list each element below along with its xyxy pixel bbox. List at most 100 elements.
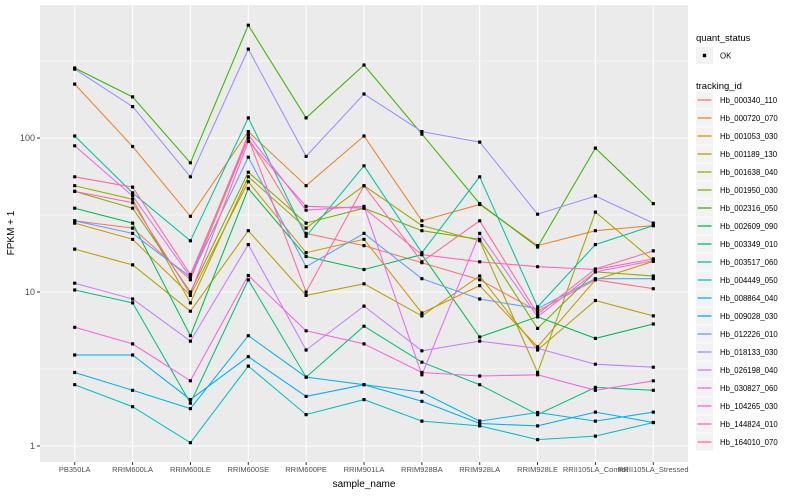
legend-item-label: Hb_002609_090	[720, 222, 778, 231]
legend-item-label: Hb_001189_130	[720, 150, 778, 159]
data-point	[246, 355, 250, 359]
data-point	[246, 47, 250, 51]
data-point	[593, 336, 597, 340]
data-point	[188, 275, 192, 279]
data-point	[188, 214, 192, 218]
data-point	[362, 267, 366, 272]
data-point	[420, 132, 424, 136]
data-point	[420, 419, 424, 423]
y-tick-label: 1	[30, 441, 35, 451]
y-axis-title: FPKM + 1	[6, 210, 17, 255]
data-point	[651, 249, 655, 253]
data-point	[478, 231, 482, 235]
data-point	[362, 63, 366, 67]
data-point	[131, 263, 135, 267]
legend-item-label: Hb_030827_060	[720, 384, 778, 393]
data-point	[536, 346, 540, 350]
data-point	[131, 388, 135, 392]
data-point	[73, 325, 77, 329]
data-point	[478, 335, 482, 339]
data-point	[651, 410, 655, 414]
data-point	[651, 388, 655, 392]
data-point	[362, 304, 366, 308]
data-point	[478, 297, 482, 301]
legend-item-label: Hb_003349_010	[720, 240, 778, 249]
data-point	[73, 82, 77, 86]
data-point	[246, 229, 250, 233]
data-point	[188, 175, 192, 179]
data-point	[362, 398, 366, 402]
data-point	[131, 297, 135, 301]
legend-item-label: Hb_164010_070	[720, 438, 778, 447]
legend-item-label: Hb_144824_010	[720, 420, 778, 429]
data-point	[420, 224, 424, 228]
data-point	[593, 243, 597, 247]
ok-point-glyph	[702, 53, 707, 58]
data-point	[420, 219, 424, 223]
data-point	[304, 204, 308, 208]
x-tick-label: RRIM928BA	[401, 465, 443, 474]
data-point	[478, 374, 482, 378]
data-point	[362, 342, 366, 346]
data-point	[651, 274, 655, 278]
data-point	[536, 265, 540, 269]
data-point	[593, 419, 597, 423]
data-point	[188, 334, 192, 338]
x-tick-label: RRIM901LA	[344, 465, 385, 474]
data-point	[131, 231, 135, 235]
x-tick-label: RRIM600LE	[170, 465, 211, 474]
x-axis-title: sample_name	[333, 479, 396, 490]
data-point	[304, 251, 308, 255]
data-point	[246, 180, 250, 184]
data-point	[420, 277, 424, 281]
data-point	[131, 237, 135, 241]
data-point	[362, 282, 366, 286]
legend-item-label: Hb_009028_030	[720, 312, 778, 321]
data-point	[362, 184, 366, 188]
data-point	[246, 273, 250, 278]
data-point	[536, 326, 540, 330]
data-point	[420, 370, 424, 375]
data-point	[304, 254, 308, 259]
data-point	[246, 136, 250, 140]
data-point	[246, 243, 250, 247]
data-point	[73, 189, 77, 193]
data-point	[304, 329, 308, 333]
legend-item-label: Hb_002316_050	[720, 204, 778, 213]
data-point	[304, 184, 308, 188]
data-point	[536, 245, 540, 249]
data-point	[478, 202, 482, 206]
data-point	[362, 324, 366, 328]
data-point	[73, 353, 77, 357]
data-point	[536, 410, 540, 415]
data-point	[246, 186, 250, 191]
data-point	[478, 284, 482, 288]
data-point	[536, 312, 540, 316]
data-point	[131, 405, 135, 409]
data-point	[593, 298, 597, 303]
data-point	[651, 420, 655, 425]
data-point	[478, 260, 482, 264]
data-point	[246, 155, 250, 159]
data-point	[188, 301, 192, 305]
data-point	[420, 253, 424, 257]
data-point	[362, 92, 366, 96]
legend-item-label: Hb_104265_030	[720, 402, 778, 411]
data-point	[304, 290, 308, 294]
data-point	[536, 212, 540, 216]
data-point	[478, 237, 482, 241]
x-tick-label: RRII105LA_Control	[563, 465, 628, 474]
data-point	[362, 383, 366, 387]
data-point	[593, 194, 597, 198]
data-point	[188, 239, 192, 243]
data-point	[651, 224, 655, 228]
data-point	[131, 221, 135, 225]
data-point	[478, 339, 482, 343]
data-point	[188, 339, 192, 343]
data-point	[188, 407, 192, 411]
x-tick-label: RRIM928LE	[517, 465, 558, 474]
legend-item-label: Hb_001638_040	[720, 168, 778, 177]
data-point	[651, 322, 655, 326]
data-point	[420, 311, 424, 315]
